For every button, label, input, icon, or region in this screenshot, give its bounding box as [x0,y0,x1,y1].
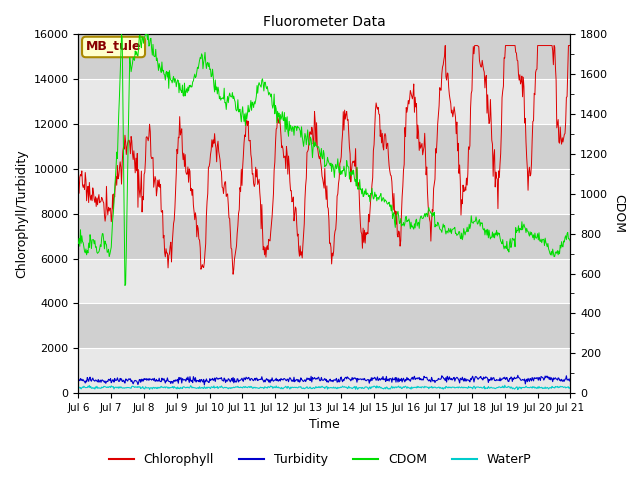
Bar [79,303,570,348]
Bar [79,79,570,124]
Bar [79,348,570,393]
Bar [79,169,570,214]
Y-axis label: CDOM: CDOM [612,194,625,233]
Title: Fluorometer Data: Fluorometer Data [263,15,386,29]
Bar [79,35,570,79]
X-axis label: Time: Time [309,419,340,432]
Bar [79,124,570,169]
Bar [79,259,570,303]
Legend: Chlorophyll, Turbidity, CDOM, WaterP: Chlorophyll, Turbidity, CDOM, WaterP [104,448,536,471]
Text: MB_tule: MB_tule [86,40,141,53]
Bar [79,214,570,259]
Y-axis label: Chlorophyll/Turbidity: Chlorophyll/Turbidity [15,149,28,278]
